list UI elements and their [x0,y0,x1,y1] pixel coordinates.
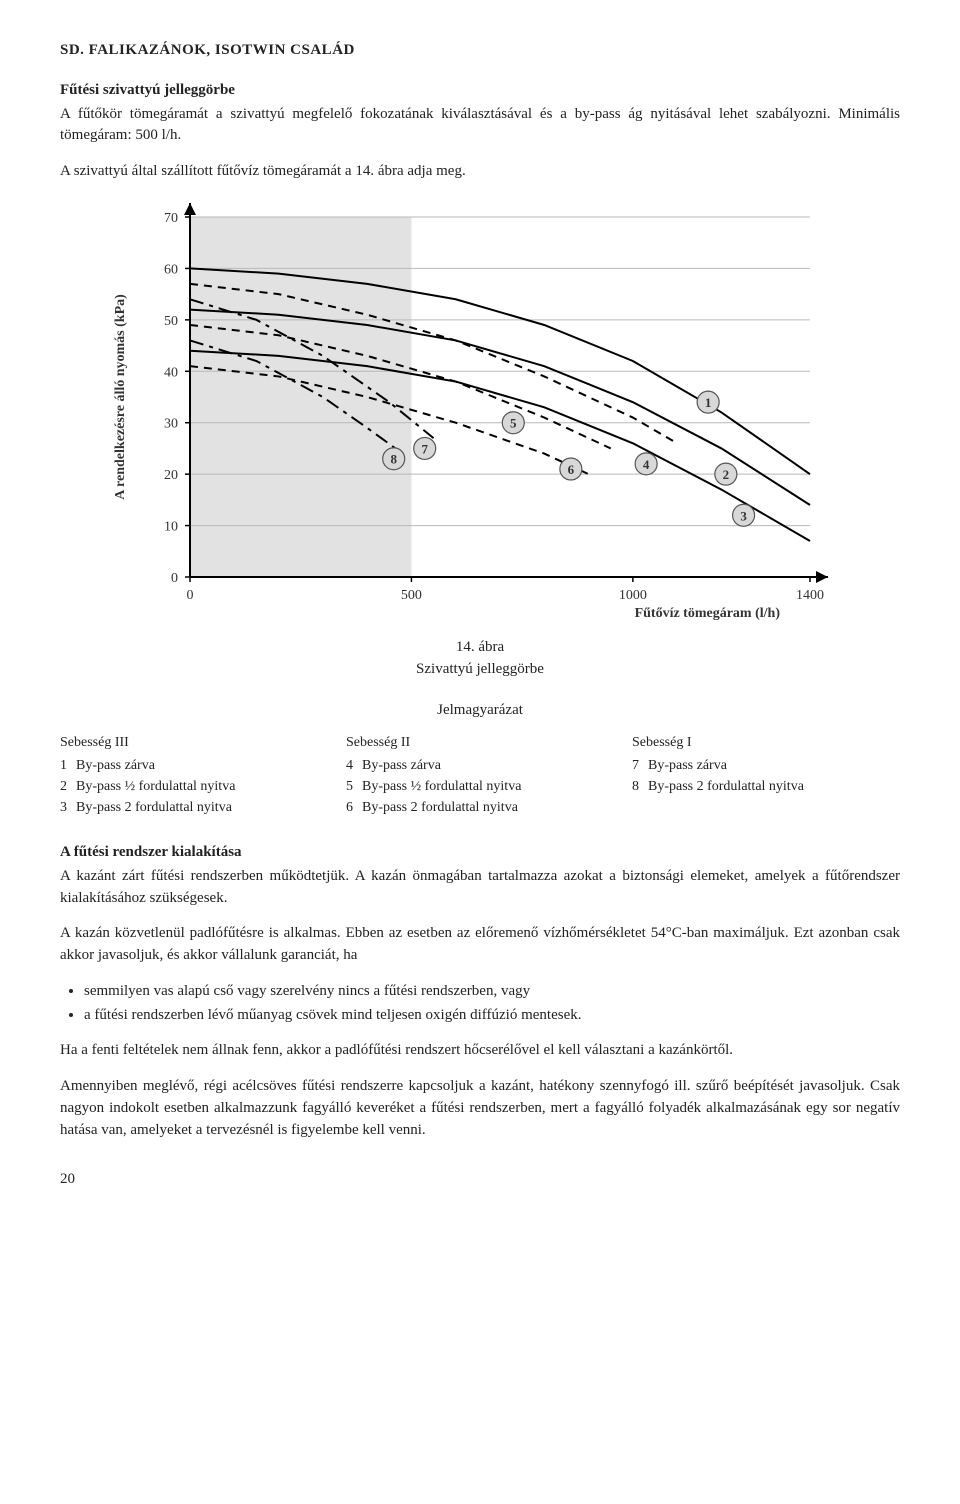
legend-columns: Sebesség III1By-pass zárva2By-pass ½ for… [60,732,900,818]
legend-row-text: By-pass ½ fordulattal nyitva [76,776,235,797]
svg-text:70: 70 [164,211,178,226]
body-p2: A kazán közvetlenül padlófűtésre is alka… [60,923,900,967]
legend-row-num: 8 [632,776,648,797]
bullet-list: semmilyen vas alapú cső vagy szerelvény … [84,981,900,1027]
legend-row-num: 4 [346,755,362,776]
legend-row: 8By-pass 2 fordulattal nyitva [632,776,900,797]
legend-row-num: 1 [60,755,76,776]
svg-text:A rendelkezésre álló nyomás (k: A rendelkezésre álló nyomás (kPa) [113,294,128,500]
chart-svg: 0 10 20 30 40 50 60 70 0 500 1000 1400 Fűtővíz tömeg… [100,197,860,627]
svg-text:0: 0 [171,571,178,586]
caption-line1: 14. ábra [456,639,504,655]
figure-caption: 14. ábra Szivattyú jelleggörbe [60,637,900,681]
legend-column-head: Sebesség II [346,732,614,753]
page-header: SD. FALIKAZÁNOK, ISOTWIN CSALÁD [60,40,900,62]
legend-row-num: 2 [60,776,76,797]
legend-column-head: Sebesség III [60,732,328,753]
legend-row: 7By-pass zárva [632,755,900,776]
intro-p1: A fűtőkör tömegáramát a szivattyú megfel… [60,104,900,148]
legend-column: Sebesség II4By-pass zárva5By-pass ½ ford… [346,732,614,818]
body-p4: Amennyiben meglévő, régi acélcsöves fűté… [60,1076,900,1141]
legend-row-num: 5 [346,776,362,797]
legend-row: 5By-pass ½ fordulattal nyitva [346,776,614,797]
svg-text:1400: 1400 [796,588,824,603]
pump-chart: 0 10 20 30 40 50 60 70 0 500 1000 1400 Fűtővíz tömeg… [60,197,900,627]
bullet-item: semmilyen vas alapú cső vagy szerelvény … [84,981,900,1003]
svg-text:20: 20 [164,468,178,483]
legend-row: 2By-pass ½ fordulattal nyitva [60,776,328,797]
legend-row-text: By-pass zárva [76,755,155,776]
svg-text:6: 6 [568,462,575,477]
legend-column: Sebesség III1By-pass zárva2By-pass ½ for… [60,732,328,818]
legend-row: 6By-pass 2 fordulattal nyitva [346,797,614,818]
svg-text:40: 40 [164,365,178,380]
svg-text:1: 1 [705,395,712,410]
svg-text:60: 60 [164,262,178,277]
svg-text:5: 5 [510,415,517,430]
svg-text:4: 4 [643,457,650,472]
legend-column-head: Sebesség I [632,732,900,753]
legend-column: Sebesség I7By-pass zárva8By-pass 2 fordu… [632,732,900,818]
legend-row-text: By-pass ½ fordulattal nyitva [362,776,521,797]
svg-text:3: 3 [740,508,747,523]
svg-text:10: 10 [164,519,178,534]
legend-row-text: By-pass zárva [362,755,441,776]
intro-p2: A szivattyú által szállított fűtővíz töm… [60,161,900,183]
svg-text:2: 2 [723,467,730,482]
legend-row-num: 3 [60,797,76,818]
svg-text:7: 7 [421,441,428,456]
svg-text:50: 50 [164,314,178,329]
legend-row: 1By-pass zárva [60,755,328,776]
svg-text:500: 500 [401,588,422,603]
body-p1: A kazánt zárt fűtési rendszerben működte… [60,866,900,910]
legend-row-num: 7 [632,755,648,776]
legend-row-text: By-pass zárva [648,755,727,776]
bullet-item: a fűtési rendszerben lévő műanyag csövek… [84,1005,900,1027]
legend-title: Jelmagyarázat [60,700,900,722]
body-title: A fűtési rendszer kialakítása [60,842,900,864]
legend-row: 3By-pass 2 fordulattal nyitva [60,797,328,818]
caption-line2: Szivattyú jelleggörbe [416,661,544,677]
svg-text:30: 30 [164,416,178,431]
legend-row-text: By-pass 2 fordulattal nyitva [648,776,804,797]
intro-title: Fűtési szivattyú jelleggörbe [60,80,900,102]
legend-row: 4By-pass zárva [346,755,614,776]
legend-row-text: By-pass 2 fordulattal nyitva [362,797,518,818]
legend-row-num: 6 [346,797,362,818]
svg-text:8: 8 [390,451,397,466]
body-p3: Ha a fenti feltételek nem állnak fenn, a… [60,1040,900,1062]
legend-row-text: By-pass 2 fordulattal nyitva [76,797,232,818]
svg-text:0: 0 [187,588,194,603]
page-number: 20 [60,1169,900,1191]
svg-text:Fűtővíz tömegáram (l/h): Fűtővíz tömegáram (l/h) [635,606,781,621]
svg-text:1000: 1000 [619,588,647,603]
